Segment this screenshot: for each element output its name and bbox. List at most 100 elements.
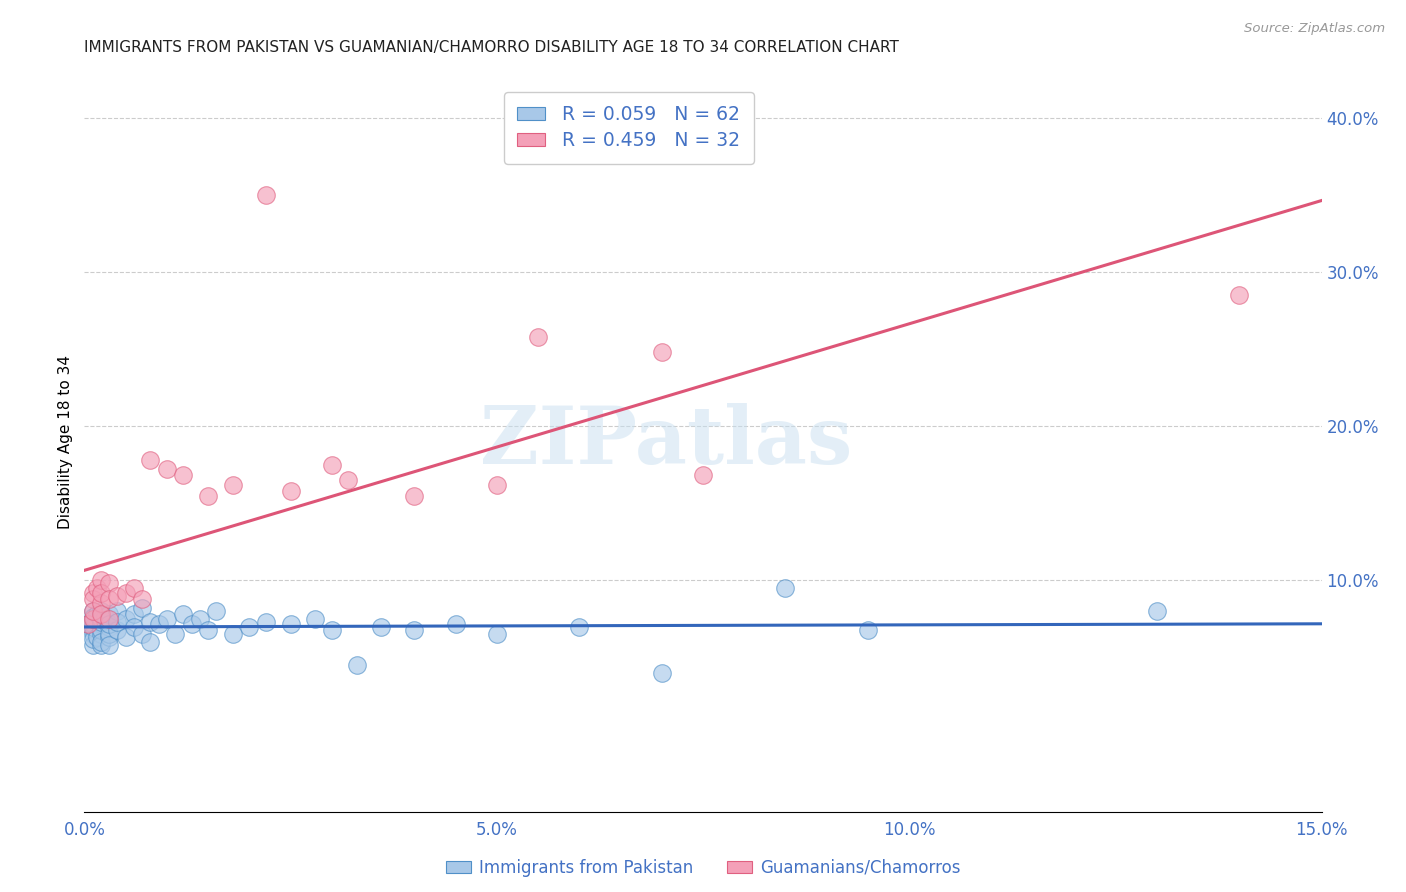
Point (651, 665, 673, 680)
Point (90, 616, 112, 631)
Point (254, 187, 277, 202)
Point (90, 612, 112, 626)
Point (238, 619, 260, 633)
Point (122, 607, 145, 622)
Point (304, 612, 326, 626)
Point (321, 623, 343, 637)
Text: IMMIGRANTS FROM PAKISTAN VS GUAMANIAN/CHAMORRO DISABILITY AGE 18 TO 34 CORRELATI: IMMIGRANTS FROM PAKISTAN VS GUAMANIAN/CH… (84, 40, 900, 55)
Point (188, 612, 211, 626)
Point (114, 612, 136, 626)
Point (527, 329, 550, 343)
Point (122, 619, 145, 633)
Point (82, 604, 104, 618)
Point (105, 604, 128, 618)
Point (197, 623, 219, 637)
Point (82, 638, 104, 652)
Point (98, 631, 121, 645)
Text: ZIPatlas: ZIPatlas (479, 402, 852, 481)
Point (337, 473, 360, 487)
Point (568, 619, 591, 633)
Point (82, 616, 104, 631)
Point (82, 612, 104, 626)
Point (321, 458, 343, 472)
Point (86, 631, 108, 645)
Point (98, 591, 121, 606)
Point (82, 612, 104, 626)
Point (205, 604, 228, 618)
Point (444, 616, 467, 631)
Point (485, 477, 508, 491)
Point (1146, 604, 1168, 618)
Point (346, 658, 368, 673)
Point (1227, 288, 1250, 302)
Point (90, 635, 112, 649)
Point (165, 627, 187, 641)
Point (98, 612, 121, 626)
Point (82, 610, 104, 624)
Point (139, 453, 162, 467)
Point (485, 627, 508, 641)
Point (98, 638, 121, 652)
Point (114, 585, 136, 599)
Point (90, 607, 112, 622)
Point (94, 610, 117, 624)
Point (86, 607, 108, 622)
Point (222, 627, 245, 641)
Point (98, 627, 121, 641)
Point (156, 612, 179, 626)
Point (82, 632, 104, 646)
Point (82, 585, 104, 599)
Point (86, 581, 108, 595)
Point (651, 345, 673, 359)
Point (82, 604, 104, 618)
Point (180, 616, 202, 631)
Point (280, 483, 302, 498)
Point (90, 623, 112, 637)
Point (156, 462, 179, 476)
Point (90, 585, 112, 599)
Point (280, 616, 302, 631)
Point (114, 631, 136, 645)
Point (82, 619, 104, 633)
Point (197, 489, 219, 503)
Point (90, 604, 112, 618)
Point (90, 574, 112, 588)
Point (172, 607, 194, 622)
Point (77, 616, 100, 631)
Point (404, 489, 426, 503)
Point (98, 619, 121, 633)
Legend: Immigrants from Pakistan, Guamanians/Chamorros: Immigrants from Pakistan, Guamanians/Cha… (439, 853, 967, 884)
Y-axis label: Disability Age 18 to 34: Disability Age 18 to 34 (58, 354, 73, 529)
Point (90, 597, 112, 611)
Point (222, 477, 245, 491)
Point (98, 576, 121, 591)
Point (404, 623, 426, 637)
Point (131, 601, 153, 615)
Point (172, 468, 194, 483)
Legend:  R = 0.059   N = 62,  R = 0.459   N = 32: R = 0.059 N = 62, R = 0.459 N = 32 (503, 92, 754, 163)
Point (692, 468, 714, 483)
Point (98, 616, 121, 631)
Point (148, 616, 170, 631)
Point (105, 623, 128, 637)
Point (105, 615, 128, 629)
Point (105, 589, 128, 603)
Point (82, 623, 104, 637)
Point (254, 615, 277, 629)
Point (82, 591, 104, 606)
Point (90, 627, 112, 641)
Point (856, 623, 879, 637)
Point (90, 615, 112, 629)
Text: Source: ZipAtlas.com: Source: ZipAtlas.com (1244, 22, 1385, 36)
Point (98, 607, 121, 622)
Point (90, 638, 112, 652)
Point (775, 581, 797, 595)
Point (139, 635, 162, 649)
Point (139, 615, 162, 629)
Point (122, 581, 145, 595)
Point (131, 591, 153, 606)
Point (77, 616, 100, 631)
Point (370, 619, 392, 633)
Point (82, 627, 104, 641)
Point (131, 627, 153, 641)
